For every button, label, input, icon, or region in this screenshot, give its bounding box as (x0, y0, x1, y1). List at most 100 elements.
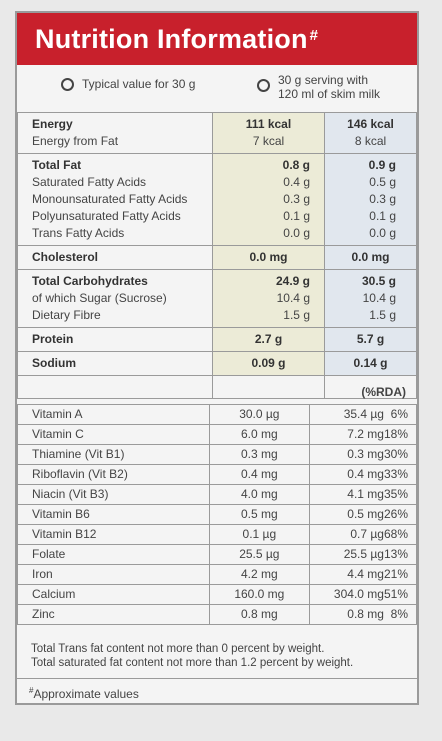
vitamin-col2-amount: 7.2 mg (347, 427, 384, 441)
fat-col2: 0.9 g 0.5 g 0.3 g 0.1 g 0.0 g (324, 153, 417, 246)
vitamin-label: Vitamin B12 (17, 524, 210, 545)
cholesterol-col1: 0.0 mg (212, 245, 325, 270)
vitamin-rda-percent: 26% (383, 507, 408, 521)
carbs-col2: 30.5 g 10.4 g 1.5 g (324, 269, 417, 328)
carbs-label-cell: Total Carbohydrates of which Sugar (Sucr… (17, 269, 213, 328)
row-cholesterol: Cholesterol 0.0 mg 0.0 mg (17, 245, 417, 270)
vitamin-row: Calcium 160.0 mg 304.0 mg 51% (17, 584, 418, 605)
vitamin-col2: 0.7 µg 68% (308, 524, 418, 545)
footnotes: Total Trans fat content not more than 0 … (31, 642, 353, 670)
vitamin-col2-amount: 0.3 mg (347, 447, 384, 461)
row-protein: Protein 2.7 g 5.7 g (17, 327, 417, 352)
vitamin-col1: 25.5 µg (208, 544, 310, 565)
circle-icon (257, 79, 270, 92)
vitamin-col2-amount: 35.4 µg (343, 407, 384, 421)
vitamin-col1: 160.0 mg (208, 584, 310, 605)
vitamin-col2: 0.4 mg 33% (308, 464, 418, 485)
vitamin-col2-amount: 4.1 mg (347, 487, 384, 501)
nutrition-panel: Nutrition Information # Typical value for… (15, 11, 419, 705)
sodium-col2: 0.14 g (324, 351, 417, 376)
vitamin-label: Vitamin C (17, 424, 210, 445)
cholesterol-col2: 0.0 mg (324, 245, 417, 270)
protein-label: Protein (17, 327, 213, 352)
footnote: Total saturated fat content not more tha… (31, 657, 354, 669)
vitamin-rda-percent: 18% (383, 427, 408, 441)
vitamin-col2: 35.4 µg 6% (308, 404, 418, 425)
row-energy: Energy Energy from Fat 111 kcal 7 kcal 1… (17, 112, 417, 154)
row-rda-header: (%RDA) (17, 375, 417, 399)
vitamin-rda-percent: 33% (383, 467, 408, 481)
cholesterol-label: Cholesterol (17, 245, 213, 270)
approx-mark: # (29, 686, 34, 695)
vitamin-col1: 4.0 mg (208, 484, 310, 505)
row-carbs: Total Carbohydrates of which Sugar (Sucr… (17, 269, 417, 328)
vitamin-col1: 0.5 mg (208, 504, 310, 525)
vitamin-rda-percent: 68% (383, 527, 408, 541)
row-fat: Total Fat Saturated Fatty Acids Monounsa… (17, 153, 417, 246)
footnote: Total Trans fat content not more than 0 … (31, 643, 325, 655)
nutrition-table: Energy Energy from Fat 111 kcal 7 kcal 1… (17, 112, 417, 399)
legend-col1: Typical value for 30 g (61, 77, 195, 91)
energy-label-cell: Energy Energy from Fat (17, 112, 213, 154)
vitamin-col2: 7.2 mg 18% (308, 424, 418, 445)
title-mark: # (309, 26, 319, 44)
vitamin-col2: 0.5 mg 26% (308, 504, 418, 525)
vitamin-table: Vitamin A 30.0 µg 35.4 µg 6% Vitamin C 6.0 mg… (17, 404, 418, 625)
panel-title: Nutrition Information (35, 23, 308, 54)
vitamin-rda-percent: 51% (383, 587, 408, 601)
legend-col2-label: 30 g serving with 120 ml of skim milk (278, 73, 381, 101)
vitamin-row: Zinc 0.8 mg 0.8 mg 8% (17, 604, 418, 625)
vitamin-label: Iron (17, 564, 210, 585)
rda-header: (%RDA) (324, 375, 417, 399)
fat-label-cell: Total Fat Saturated Fatty Acids Monounsa… (17, 153, 213, 246)
protein-col1: 2.7 g (212, 327, 325, 352)
vitamin-rda-percent: 8% (390, 607, 408, 621)
vitamin-rda-percent: 21% (383, 567, 408, 581)
vitamin-rda-percent: 13% (383, 547, 408, 561)
vitamin-rda-percent: 35% (383, 487, 408, 501)
vitamin-col1: 4.2 mg (208, 564, 310, 585)
vitamin-col1: 0.4 mg (208, 464, 310, 485)
approx-text: Approximate values (33, 687, 139, 701)
fat-col1: 0.8 g 0.4 g 0.3 g 0.1 g 0.0 g (212, 153, 325, 246)
vitamin-row: Iron 4.2 mg 4.4 mg 21% (17, 564, 418, 585)
vitamin-label: Calcium (17, 584, 210, 605)
vitamin-row: Folate 25.5 µg 25.5 µg 13% (17, 544, 418, 565)
nutrition-header: Nutrition Information # (17, 13, 417, 65)
vitamin-col1: 6.0 mg (208, 424, 310, 445)
sodium-col1: 0.09 g (212, 351, 325, 376)
energy-col2: 146 kcal 8 kcal (324, 112, 417, 154)
row-sodium: Sodium 0.09 g 0.14 g (17, 351, 417, 376)
vitamin-col2: 0.8 mg 8% (308, 604, 418, 625)
vitamin-row: Vitamin B12 0.1 µg 0.7 µg 68% (17, 524, 418, 545)
vitamin-col2-amount: 0.5 mg (347, 507, 384, 521)
vitamin-col1: 0.8 mg (208, 604, 310, 625)
vitamin-label: Thiamine (Vit B1) (17, 444, 210, 465)
vitamin-col1: 0.1 µg (208, 524, 310, 545)
vitamin-row: Vitamin A 30.0 µg 35.4 µg 6% (17, 404, 418, 425)
sodium-label: Sodium (17, 351, 213, 376)
vitamin-row: Thiamine (Vit B1) 0.3 mg 0.3 mg 30% (17, 444, 418, 465)
vitamin-col2: 4.4 mg 21% (308, 564, 418, 585)
protein-col2: 5.7 g (324, 327, 417, 352)
approx-note: #Approximate values (17, 678, 417, 704)
vitamin-row: Riboflavin (Vit B2) 0.4 mg 0.4 mg 33% (17, 464, 418, 485)
rda-spacer (212, 375, 325, 399)
vitamin-rda-percent: 30% (383, 447, 408, 461)
vitamin-rda-percent: 6% (390, 407, 408, 421)
vitamin-row: Niacin (Vit B3) 4.0 mg 4.1 mg 35% (17, 484, 418, 505)
vitamin-col2-amount: 25.5 µg (343, 547, 384, 561)
vitamin-label: Vitamin B6 (17, 504, 210, 525)
vitamin-label: Vitamin A (17, 404, 210, 425)
vitamin-label: Zinc (17, 604, 210, 625)
vitamin-col2-amount: 304.0 mg (333, 587, 384, 601)
vitamin-row: Vitamin B6 0.5 mg 0.5 mg 26% (17, 504, 418, 525)
vitamin-label: Folate (17, 544, 210, 565)
vitamin-col2-amount: 0.8 mg (347, 607, 384, 621)
vitamin-col2: 304.0 mg 51% (308, 584, 418, 605)
legend-col2: 30 g serving with 120 ml of skim milk (257, 73, 380, 101)
vitamin-col2-amount: 0.4 mg (347, 467, 384, 481)
carbs-col1: 24.9 g 10.4 g 1.5 g (212, 269, 325, 328)
energy-col1: 111 kcal 7 kcal (212, 112, 325, 154)
vitamin-col2: 4.1 mg 35% (308, 484, 418, 505)
